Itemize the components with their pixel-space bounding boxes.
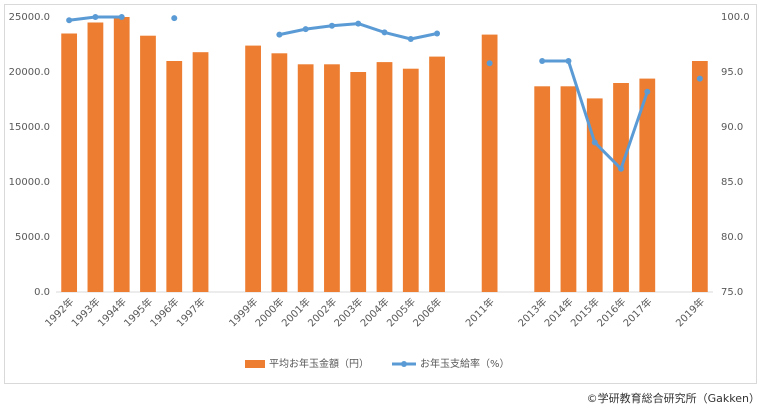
bar bbox=[376, 62, 393, 292]
point bbox=[434, 30, 441, 37]
y2-tick-label: 75.0 bbox=[721, 287, 743, 298]
bar bbox=[324, 64, 340, 292]
source: ©学研教育総合研究所（Gakken） bbox=[587, 391, 760, 405]
bar bbox=[140, 35, 156, 292]
point bbox=[92, 14, 99, 20]
point bbox=[486, 60, 493, 67]
legend-label: 平均お年玉金額（円） bbox=[269, 357, 369, 370]
point bbox=[171, 15, 178, 22]
point bbox=[66, 17, 73, 24]
bar bbox=[534, 86, 551, 292]
y2-tick-label: 85.0 bbox=[721, 177, 743, 188]
point bbox=[696, 75, 703, 82]
bar bbox=[613, 83, 629, 292]
x-tick-label: 1997年 bbox=[174, 295, 208, 329]
bar bbox=[639, 78, 656, 292]
bar bbox=[61, 33, 78, 292]
y-tick-label: 15000.0 bbox=[9, 122, 50, 133]
y2-tick-label: 90.0 bbox=[721, 122, 743, 133]
y-tick-label: 25000.0 bbox=[9, 12, 50, 23]
point bbox=[539, 58, 546, 64]
point bbox=[381, 29, 388, 36]
y-tick-label: 0.0 bbox=[34, 287, 50, 298]
bar bbox=[586, 98, 603, 293]
bar bbox=[429, 56, 445, 292]
bar bbox=[245, 45, 261, 292]
bar bbox=[271, 53, 288, 292]
legend-label: お年玉支給率（%） bbox=[420, 357, 510, 370]
x-tick-label: 2011年 bbox=[463, 295, 497, 329]
point bbox=[407, 36, 414, 42]
y2-tick-label: 80.0 bbox=[721, 232, 743, 243]
bar bbox=[402, 68, 419, 292]
bar bbox=[87, 22, 104, 292]
point bbox=[355, 20, 362, 27]
bar bbox=[691, 61, 708, 292]
y2-tick-label: 95.0 bbox=[721, 67, 743, 78]
point bbox=[565, 58, 572, 64]
legend-swatch bbox=[401, 361, 407, 367]
x-tick-label: 2017年 bbox=[620, 295, 654, 329]
y2-tick-label: 100.0 bbox=[721, 12, 750, 23]
bar bbox=[192, 52, 209, 293]
x-tick-label: 2019年 bbox=[673, 295, 707, 329]
y-tick-label: 10000.0 bbox=[9, 177, 50, 188]
point bbox=[591, 139, 598, 146]
legend-swatch bbox=[245, 360, 265, 368]
bar bbox=[350, 72, 367, 292]
bar bbox=[113, 17, 130, 292]
point bbox=[328, 22, 335, 29]
point bbox=[276, 31, 283, 38]
bar bbox=[560, 86, 577, 292]
chart-frame bbox=[4, 4, 757, 384]
point bbox=[644, 88, 651, 95]
point bbox=[118, 14, 125, 20]
point bbox=[618, 165, 625, 172]
y-tick-label: 5000.0 bbox=[15, 232, 50, 243]
bar bbox=[481, 34, 498, 292]
point bbox=[302, 26, 309, 33]
y-tick-label: 20000.0 bbox=[9, 67, 50, 78]
x-tick-label: 2006年 bbox=[410, 295, 444, 329]
bar bbox=[297, 64, 314, 292]
bar bbox=[166, 61, 183, 292]
